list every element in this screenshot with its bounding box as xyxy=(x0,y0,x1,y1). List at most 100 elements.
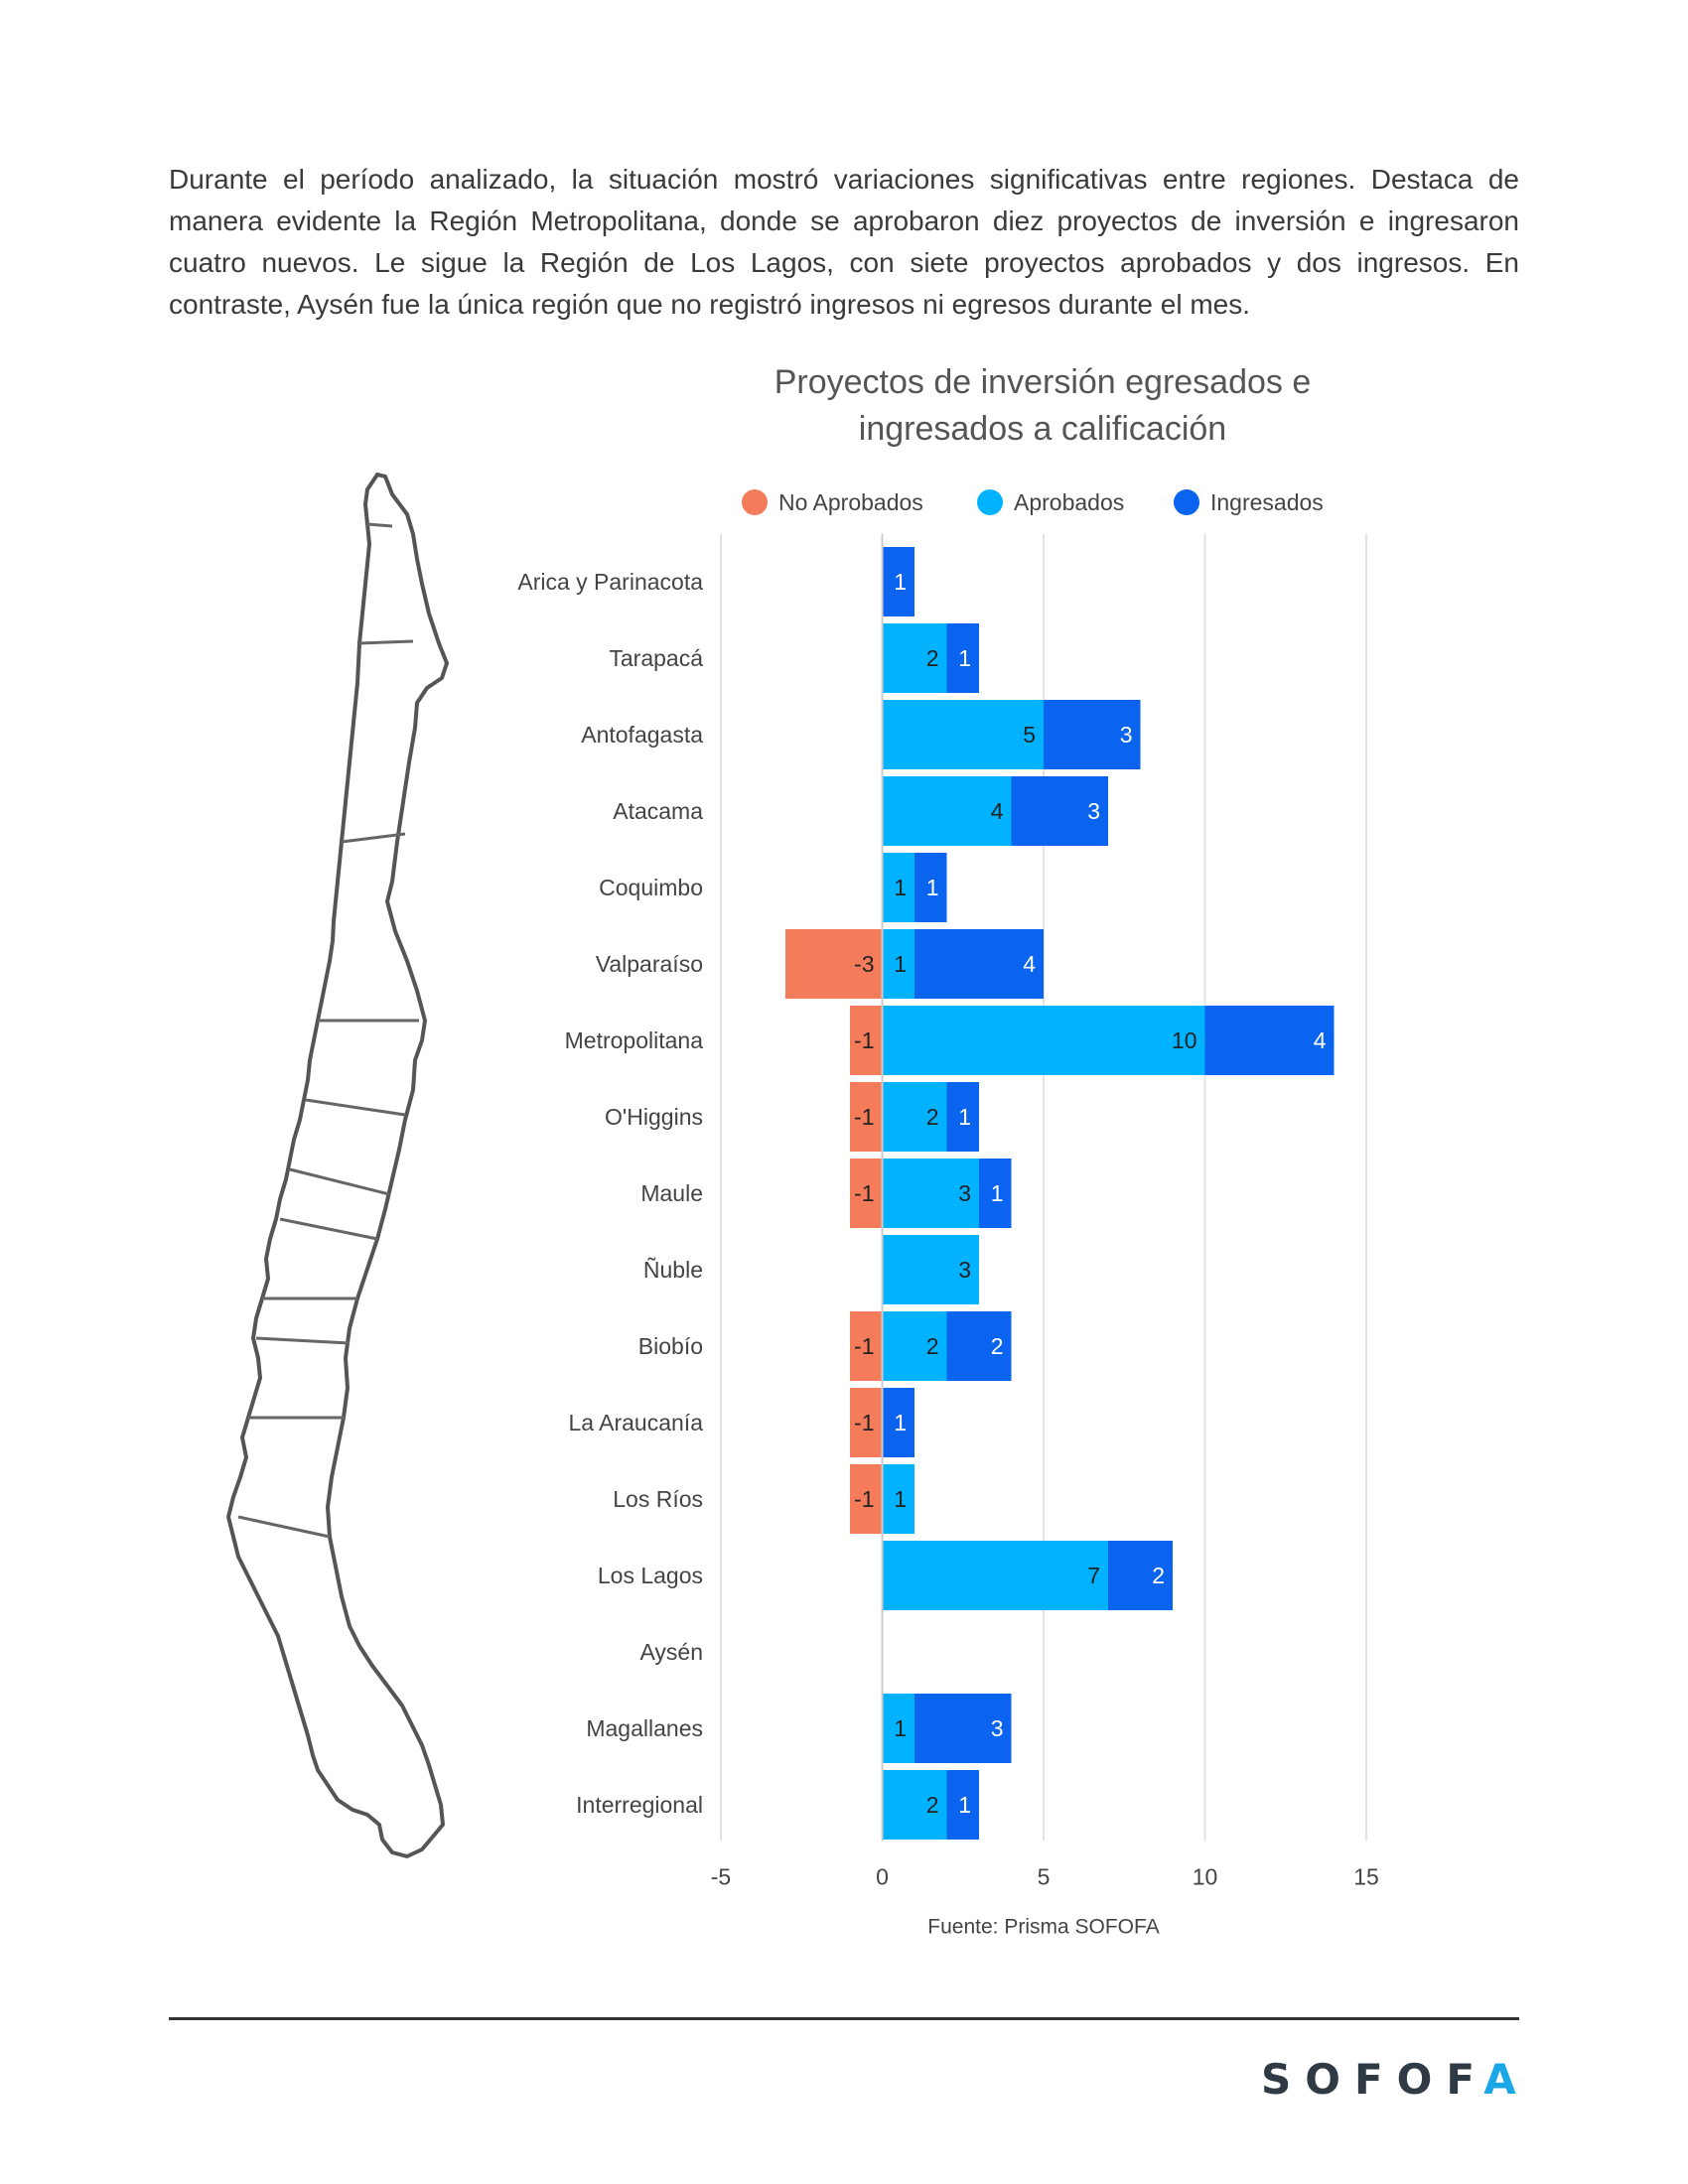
bar xyxy=(946,1311,1012,1381)
category-label: Coquimbo xyxy=(599,875,703,900)
data-label: -1 xyxy=(854,1180,874,1206)
bar xyxy=(914,929,1044,999)
category-label: Interregional xyxy=(576,1792,703,1818)
bar xyxy=(1011,776,1108,846)
bar xyxy=(946,623,979,693)
data-label: 1 xyxy=(958,645,971,671)
category-label: Los Lagos xyxy=(598,1563,703,1588)
bar xyxy=(882,929,914,999)
data-label: -1 xyxy=(854,1410,874,1435)
data-label: 1 xyxy=(894,1410,907,1435)
sofofa-logo: SOFOFA xyxy=(1261,2055,1530,2104)
category-label: Los Ríos xyxy=(613,1486,703,1512)
data-label: -1 xyxy=(854,1027,874,1053)
x-tick-label: 10 xyxy=(1193,1864,1218,1890)
data-label: 1 xyxy=(991,1180,1004,1206)
legend-label: Ingresados xyxy=(1210,489,1324,515)
bar xyxy=(850,1159,883,1228)
category-label: Metropolitana xyxy=(565,1027,704,1053)
bar xyxy=(882,853,914,922)
data-label: 5 xyxy=(1023,722,1036,748)
data-label: 2 xyxy=(1152,1563,1165,1588)
bar xyxy=(882,1159,979,1228)
legend-label: Aprobados xyxy=(1014,489,1124,515)
bar xyxy=(882,1694,914,1763)
bar xyxy=(850,1311,883,1381)
category-label: Maule xyxy=(640,1180,703,1206)
bar xyxy=(946,1082,979,1152)
category-label: Magallanes xyxy=(586,1715,703,1741)
legend-marker xyxy=(742,489,768,515)
bar xyxy=(882,1770,947,1840)
category-label: Biobío xyxy=(638,1333,703,1359)
bar xyxy=(850,1388,883,1457)
data-label: 4 xyxy=(1314,1027,1327,1053)
chart-title: Proyectos de inversión egresados e ingre… xyxy=(695,359,1390,453)
bar xyxy=(882,776,1012,846)
data-label: 10 xyxy=(1172,1027,1197,1053)
bar xyxy=(1204,1006,1335,1075)
bar xyxy=(882,1082,947,1152)
category-label: Aysén xyxy=(639,1639,703,1665)
bar xyxy=(882,1311,947,1381)
data-label: 3 xyxy=(991,1715,1004,1741)
data-label: 2 xyxy=(991,1333,1004,1359)
data-label: 1 xyxy=(894,1486,907,1512)
bar xyxy=(914,853,947,922)
data-label: 1 xyxy=(894,1715,907,1741)
category-label: Antofagasta xyxy=(581,722,703,748)
chart-title-line1: Proyectos de inversión egresados e xyxy=(774,363,1312,401)
bar xyxy=(1044,700,1141,769)
data-label: 2 xyxy=(926,645,939,671)
bar xyxy=(914,1694,1012,1763)
data-label: 3 xyxy=(1120,722,1133,748)
data-label: 1 xyxy=(958,1792,971,1818)
x-tick-label: 15 xyxy=(1353,1864,1379,1890)
legend-label: No Aprobados xyxy=(778,489,923,515)
bar xyxy=(882,1541,1108,1610)
category-label: Ñuble xyxy=(643,1257,703,1283)
bar xyxy=(946,1770,979,1840)
bar xyxy=(882,1464,914,1534)
intro-paragraph: Durante el período analizado, la situaci… xyxy=(169,164,1519,320)
bar xyxy=(882,1235,979,1304)
bar xyxy=(882,1006,1205,1075)
data-label: 2 xyxy=(926,1104,939,1130)
chart-source: Fuente: Prisma SOFOFA xyxy=(927,1916,1159,1939)
data-label: 1 xyxy=(894,951,907,977)
data-label: -1 xyxy=(854,1104,874,1130)
category-label: Arica y Parinacota xyxy=(517,569,703,595)
data-label: 4 xyxy=(1023,951,1036,977)
x-tick-label: 5 xyxy=(1038,1864,1051,1890)
legend-marker xyxy=(1174,489,1199,515)
bar xyxy=(850,1082,883,1152)
bar xyxy=(882,623,947,693)
bar xyxy=(850,1464,883,1534)
chart-title-line2: ingresados a calificación xyxy=(858,410,1227,448)
bar xyxy=(785,929,883,999)
data-label: 1 xyxy=(894,569,907,595)
bar xyxy=(882,547,914,616)
data-label: 7 xyxy=(1087,1563,1100,1588)
x-tick-label: -5 xyxy=(711,1864,731,1890)
legend-marker xyxy=(977,489,1003,515)
x-tick-label: 0 xyxy=(876,1864,889,1890)
category-label: Atacama xyxy=(613,798,703,824)
category-label: Tarapacá xyxy=(609,645,703,671)
data-label: 1 xyxy=(894,875,907,900)
bar xyxy=(882,1388,914,1457)
category-label: Valparaíso xyxy=(596,951,703,977)
bar xyxy=(882,700,1044,769)
data-label: -1 xyxy=(854,1333,874,1359)
category-label: O'Higgins xyxy=(605,1104,703,1130)
bar xyxy=(850,1006,883,1075)
category-label: La Araucanía xyxy=(568,1410,703,1435)
data-label: 2 xyxy=(926,1792,939,1818)
footer-divider xyxy=(169,2017,1519,2020)
data-label: 3 xyxy=(958,1180,971,1206)
bar xyxy=(979,1159,1012,1228)
data-label: 1 xyxy=(958,1104,971,1130)
bar xyxy=(1108,1541,1173,1610)
data-label: 1 xyxy=(926,875,939,900)
